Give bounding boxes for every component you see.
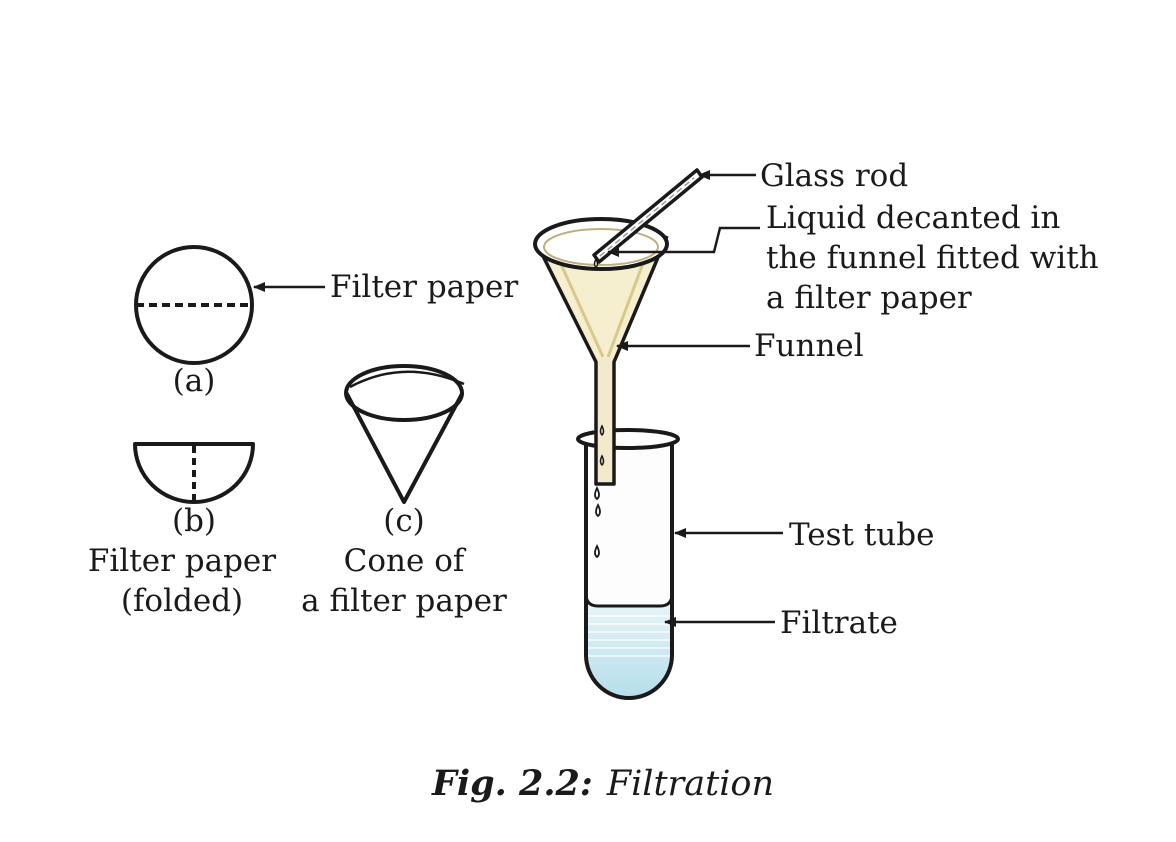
test-tube-label: Test tube bbox=[789, 517, 934, 553]
cone-caption-line2: a filter paper bbox=[301, 583, 507, 619]
funnel-label: Funnel bbox=[754, 328, 864, 364]
figure-title: Filtration bbox=[606, 764, 774, 804]
filtrate-label: Filtrate bbox=[780, 605, 898, 641]
filter-paper-label: Filter paper bbox=[330, 269, 518, 305]
folded-filter-paper bbox=[133, 442, 255, 504]
folded-caption-line1: Filter paper bbox=[88, 543, 276, 579]
liquid-label-line2: the funnel fitted with bbox=[766, 240, 1099, 276]
glass-rod-label: Glass rod bbox=[760, 158, 908, 194]
folded-caption-line2: (folded) bbox=[121, 583, 243, 619]
funnel bbox=[533, 217, 669, 486]
filter-paper-cone bbox=[344, 364, 465, 504]
label-a: (a) bbox=[173, 363, 216, 399]
liquid-label-line3: a filter paper bbox=[766, 280, 972, 316]
label-b: (b) bbox=[172, 503, 216, 539]
label-c: (c) bbox=[383, 503, 425, 539]
figure-number: Fig. 2.2: bbox=[431, 763, 593, 804]
liquid-label-line1: Liquid decanted in bbox=[766, 200, 1060, 236]
filtrate-liquid bbox=[586, 606, 672, 698]
falling-drops bbox=[594, 485, 601, 559]
filter-paper-circle bbox=[134, 245, 254, 365]
liquid-pointer bbox=[607, 226, 760, 257]
cone-caption-line1: Cone of bbox=[344, 543, 467, 579]
test-tube bbox=[576, 428, 680, 700]
figure-caption: Fig. 2.2: Filtration bbox=[431, 763, 774, 804]
